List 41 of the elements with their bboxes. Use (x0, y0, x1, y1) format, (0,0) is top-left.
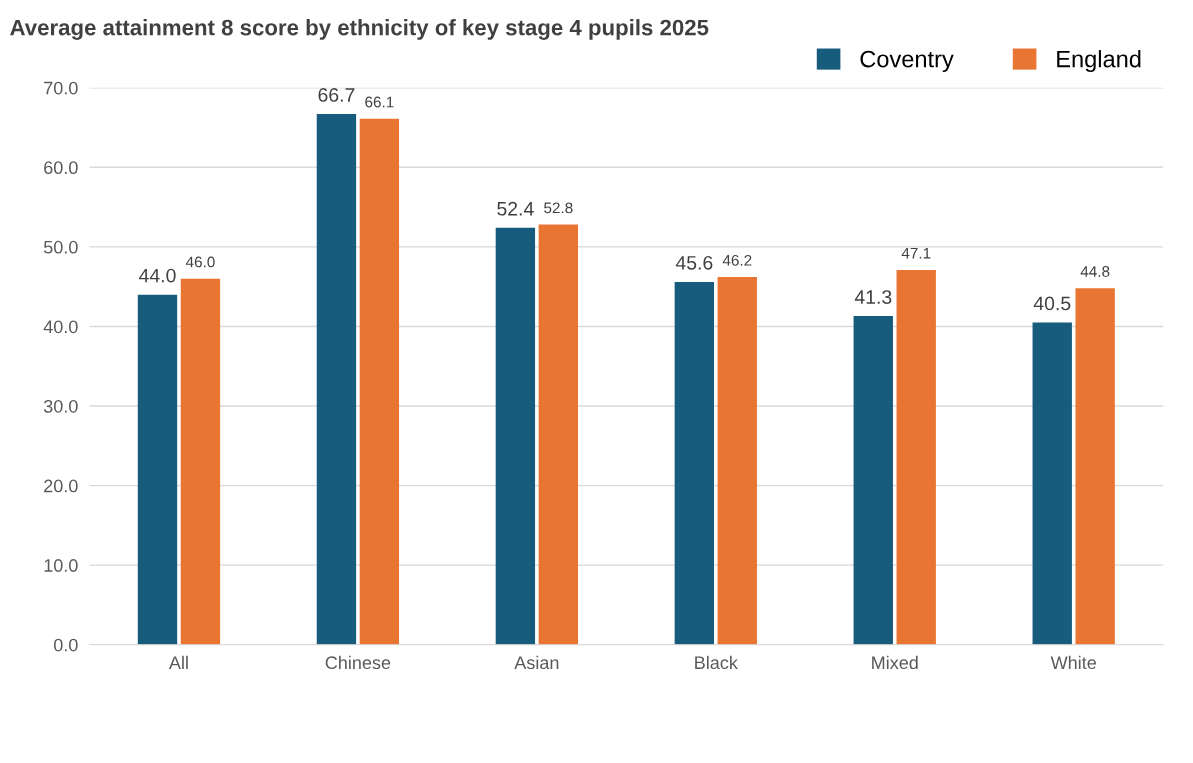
x-tick-label: Black (695, 655, 738, 670)
y-tick-label: 40.0 (43, 320, 78, 334)
y-tick-label: 20.0 (44, 479, 78, 493)
bar (1075, 288, 1115, 645)
chart-title: Average attainment 8 score by ethnicity of key stage 4 pupils 2025 (10, 19, 709, 40)
x-tick-label: All (168, 655, 188, 669)
y-tick-label: 30.0 (43, 399, 78, 413)
x-tick-label: Mixed (872, 655, 918, 670)
data-label: 52.8 (544, 202, 573, 214)
y-tick-label: 70.0 (44, 81, 78, 95)
x-tick-label: Asian (514, 655, 559, 670)
bar (717, 277, 757, 645)
data-label: 45.6 (675, 255, 713, 270)
x-tick-label: White (1050, 655, 1096, 670)
bar (359, 118, 400, 645)
bar (137, 294, 178, 645)
data-label: 46.0 (185, 256, 215, 268)
y-tick-label: 10.0 (44, 559, 78, 572)
legend-label: England (1057, 50, 1141, 73)
data-label: 40.5 (1033, 296, 1071, 311)
bar (538, 224, 579, 645)
data-label: 44.8 (1080, 266, 1110, 277)
bar (316, 114, 357, 645)
data-label: 52.4 (497, 201, 534, 216)
data-label: 47.1 (901, 247, 931, 259)
data-label: 66.7 (318, 88, 355, 102)
data-label: 41.3 (854, 290, 892, 304)
y-tick-label: 60.0 (44, 161, 78, 175)
y-tick-label: 0.0 (53, 638, 78, 652)
x-tick-label: Chinese (325, 655, 391, 670)
data-label: 44.0 (139, 268, 176, 283)
bar (896, 269, 936, 645)
bar (1032, 322, 1072, 645)
data-label: 46.2 (722, 254, 752, 266)
legend-label: Coventry (860, 50, 954, 73)
bar (853, 316, 893, 645)
bar (495, 227, 536, 645)
bar (674, 281, 715, 645)
y-tick-label: 50.0 (43, 240, 78, 254)
data-label: 66.1 (365, 96, 394, 108)
bar (180, 278, 221, 645)
